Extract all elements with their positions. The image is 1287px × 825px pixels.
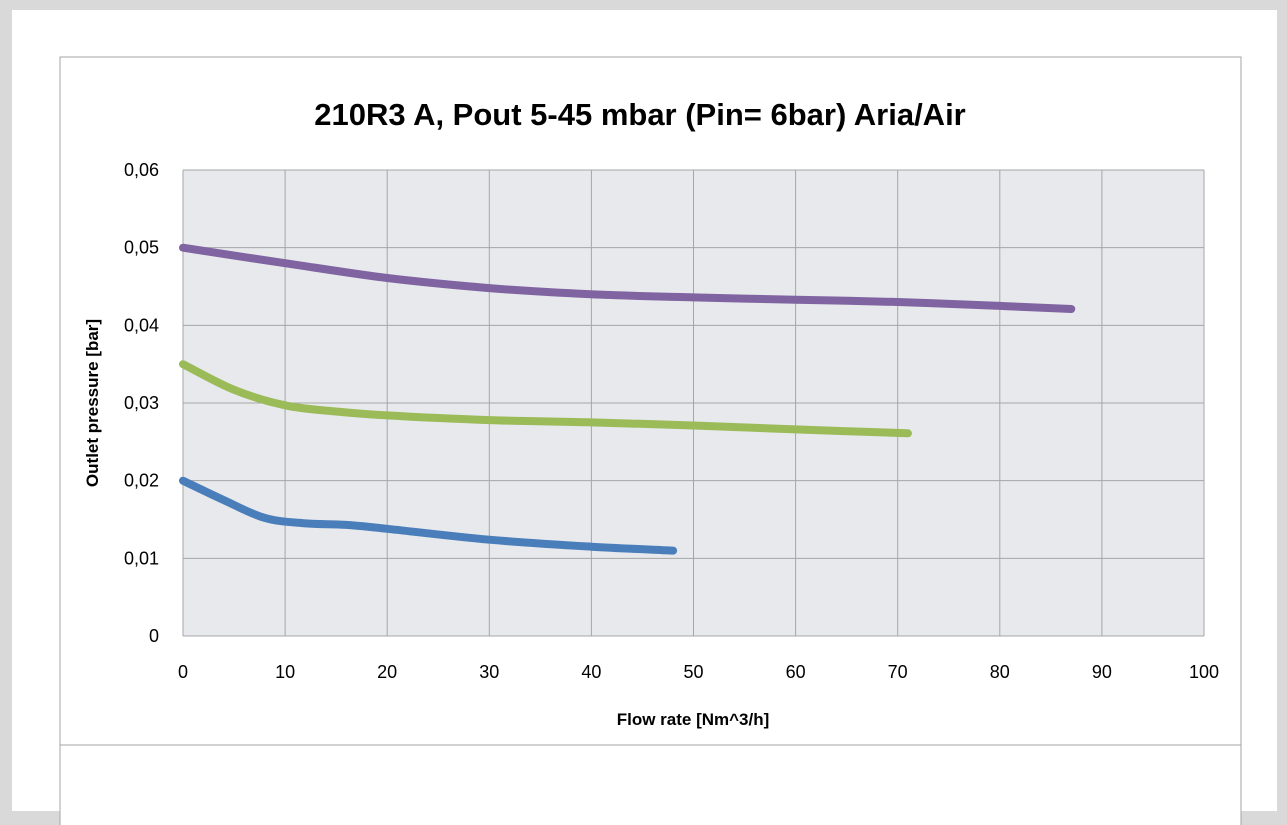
series-line-1 — [179, 476, 678, 555]
x-tick-label: 40 — [581, 662, 601, 682]
series-layer — [179, 243, 1076, 555]
y-tick-label: 0,03 — [124, 393, 159, 413]
x-tick-label: 10 — [275, 662, 295, 682]
chart-title: 210R3 A, Pout 5-45 mbar (Pin= 6bar) Aria… — [314, 97, 966, 132]
x-tick-label: 20 — [377, 662, 397, 682]
x-tick-label: 0 — [178, 662, 188, 682]
x-axis-title: Flow rate [Nm^3/h] — [617, 710, 770, 729]
x-tick-label: 100 — [1189, 662, 1219, 682]
x-tick-label: 50 — [683, 662, 703, 682]
tick-labels: 0 10 20 30 40 50 60 70 80 90 100 0 0,01 0,02 0,03 0,04 0… — [124, 160, 1219, 682]
series-line-2 — [179, 360, 912, 438]
x-tick-label: 30 — [479, 662, 499, 682]
y-tick-label: 0,04 — [124, 315, 159, 335]
x-tick-label: 90 — [1092, 662, 1112, 682]
y-axis-title: Outlet pressure [bar] — [83, 319, 102, 487]
y-tick-label: 0,06 — [124, 160, 159, 180]
y-tick-label: 0,05 — [124, 238, 159, 258]
y-tick-label: 0,02 — [124, 471, 159, 491]
x-tick-label: 80 — [990, 662, 1010, 682]
x-tick-label: 70 — [888, 662, 908, 682]
y-tick-label: 0,01 — [124, 548, 159, 568]
y-tick-label: 0 — [149, 626, 159, 646]
series-line-3 — [179, 243, 1076, 313]
x-tick-label: 60 — [786, 662, 806, 682]
